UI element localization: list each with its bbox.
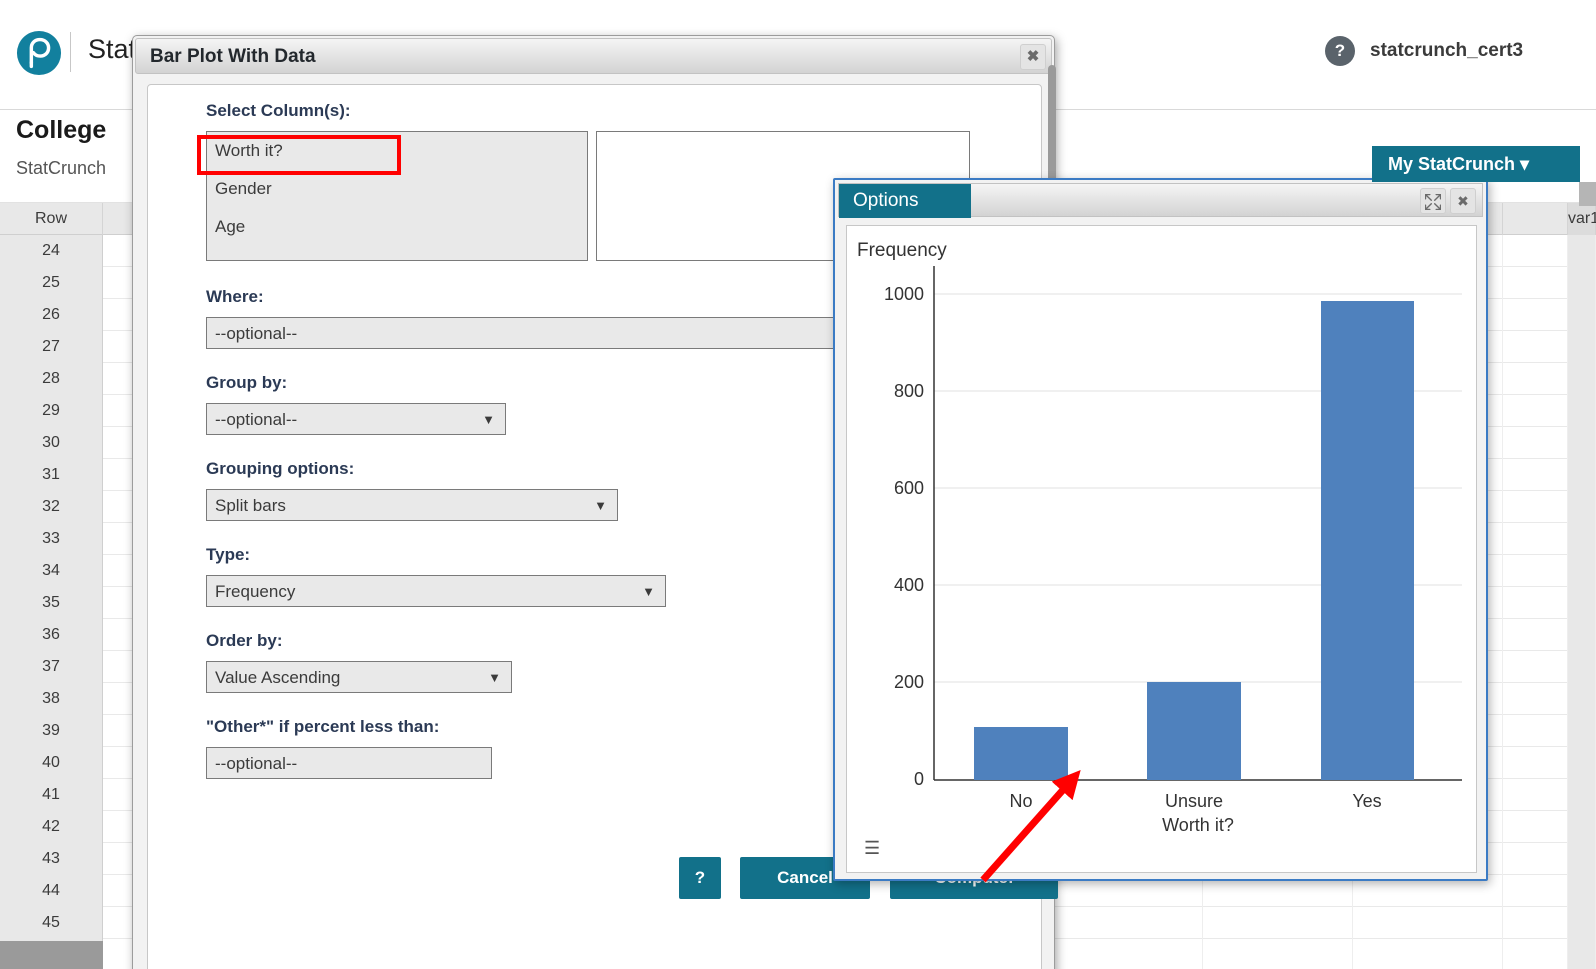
svg-text:600: 600: [894, 478, 924, 498]
svg-text:0: 0: [914, 769, 924, 789]
svg-text:Unsure: Unsure: [1165, 791, 1223, 811]
svg-text:1000: 1000: [884, 284, 924, 304]
svg-text:200: 200: [894, 672, 924, 692]
svg-text:400: 400: [894, 575, 924, 595]
svg-text:Worth it?: Worth it?: [1162, 815, 1234, 835]
svg-text:No: No: [1009, 791, 1032, 811]
svg-text:Frequency: Frequency: [857, 240, 947, 261]
svg-text:Yes: Yes: [1352, 791, 1381, 811]
svg-text:800: 800: [894, 381, 924, 401]
